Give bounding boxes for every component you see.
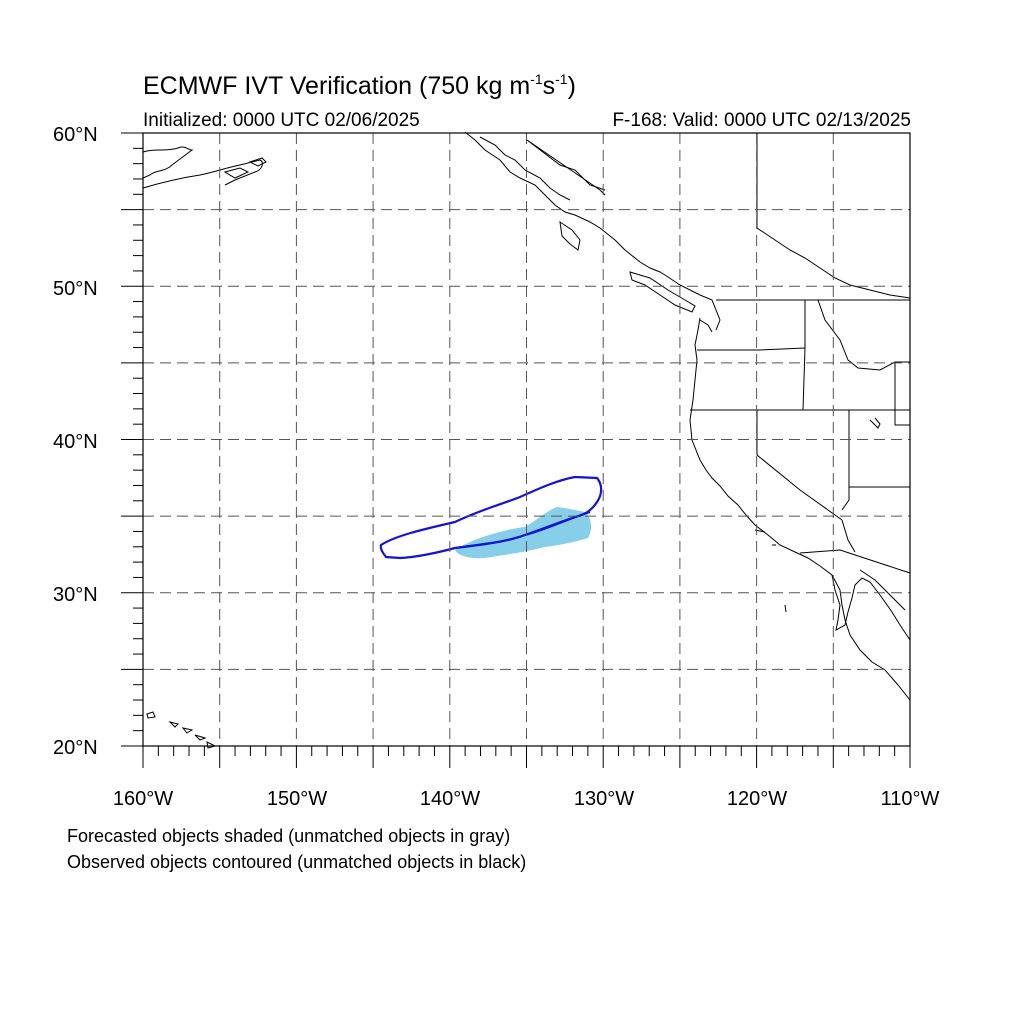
lon-label-120w: 120°W bbox=[727, 788, 787, 810]
lon-label-130w: 130°W bbox=[574, 788, 634, 810]
observed-object-inner-line bbox=[454, 511, 591, 549]
lat-label-60: 60°N bbox=[53, 124, 98, 146]
forecast-object bbox=[455, 507, 592, 559]
lon-label-150w: 150°W bbox=[267, 788, 327, 810]
lat-label-40: 40°N bbox=[53, 431, 98, 453]
map-title: ECMWF IVT Verification (750 kg m-1s-1) bbox=[143, 71, 576, 100]
lat-label-30: 30°N bbox=[53, 584, 98, 606]
lon-label-160w: 160°W bbox=[113, 788, 173, 810]
graticule bbox=[143, 133, 910, 746]
valid-time-label: F-168: Valid: 0000 UTC 02/13/2025 bbox=[612, 110, 911, 131]
coastlines bbox=[142, 131, 911, 749]
lon-label-140w: 140°W bbox=[420, 788, 480, 810]
observed-object-contour bbox=[379, 475, 603, 560]
axis-ticks bbox=[121, 132, 911, 768]
initialized-label: Initialized: 0000 UTC 02/06/2025 bbox=[143, 110, 420, 131]
lon-label-110w: 110°W bbox=[881, 788, 940, 810]
lat-label-50: 50°N bbox=[53, 278, 98, 300]
lat-label-20: 20°N bbox=[53, 737, 98, 759]
observed-caption: Observed objects contoured (unmatched ob… bbox=[67, 852, 527, 872]
political-boundaries bbox=[526, 133, 911, 574]
plot-frame bbox=[142, 132, 911, 747]
forecast-caption: Forecasted objects shaded (unmatched obj… bbox=[67, 826, 511, 846]
